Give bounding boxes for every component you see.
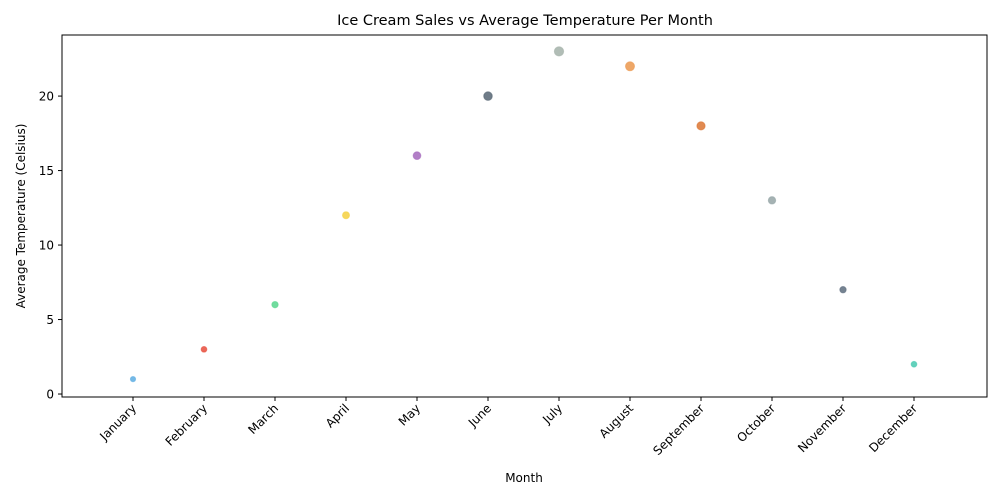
x-axis: January February March April May June July Augu… <box>96 397 920 458</box>
data-point-december <box>910 360 918 368</box>
x-tick-label: June <box>465 401 494 430</box>
x-tick-label: August <box>597 401 637 441</box>
x-tick-label: February <box>163 401 211 449</box>
data-point-may <box>412 151 422 161</box>
x-tick-label: November <box>795 401 849 455</box>
y-tick-label: 0 <box>46 388 54 402</box>
y-tick-label: 10 <box>39 239 54 253</box>
x-tick-label: September <box>650 401 707 458</box>
data-point-january <box>129 376 137 383</box>
data-point-june <box>483 91 493 101</box>
x-tick-label: March <box>245 401 281 437</box>
data-point-july <box>553 46 565 57</box>
data-point-november <box>839 286 847 294</box>
data-points <box>129 46 918 383</box>
y-tick-label: 5 <box>46 313 54 327</box>
x-axis-title: Month <box>505 471 543 485</box>
chart-title: Ice Cream Sales vs Average Temperature P… <box>337 13 713 29</box>
x-tick-label: April <box>323 401 352 430</box>
x-tick-label: January <box>96 401 139 444</box>
data-point-september <box>696 121 706 131</box>
data-point-august <box>625 61 635 72</box>
y-tick-label: 20 <box>39 90 54 104</box>
x-tick-label: July <box>539 401 565 427</box>
x-tick-label: October <box>734 401 778 445</box>
data-point-february <box>200 345 208 353</box>
x-tick-label: December <box>866 401 920 455</box>
y-tick-label: 15 <box>39 164 54 178</box>
plot-area <box>61 34 988 398</box>
x-tick-label: May <box>396 401 423 428</box>
data-point-april <box>342 211 350 220</box>
y-axis: 0 5 10 15 20 <box>39 90 62 402</box>
data-point-october <box>767 196 777 205</box>
data-point-march <box>271 300 279 309</box>
y-axis-title: Average Temperature (Celsius) <box>14 124 28 309</box>
